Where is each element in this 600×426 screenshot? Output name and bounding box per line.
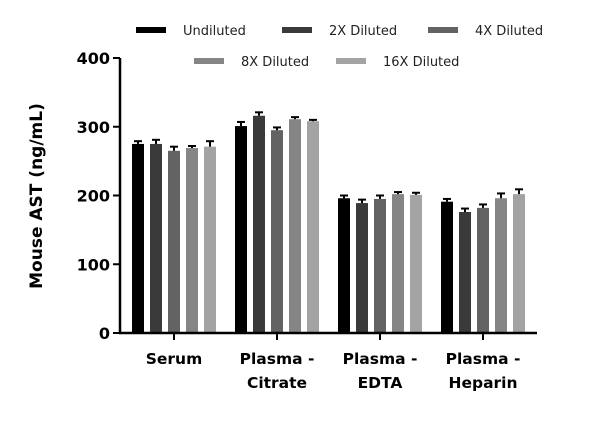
legend-swatch — [428, 27, 458, 33]
bar — [289, 119, 301, 333]
bar — [477, 207, 489, 333]
y-tick-label: 100 — [77, 255, 110, 274]
bar — [271, 130, 283, 333]
legend-label: 8X Diluted — [241, 55, 309, 70]
legend-swatch — [194, 58, 224, 64]
legend-swatch — [282, 27, 312, 33]
x-category-label: Plasma - — [446, 350, 521, 368]
legend-item: 16X Diluted — [336, 55, 459, 70]
legend: Undiluted 2X Diluted 4X Diluted 8X Diluted 1… — [136, 24, 543, 70]
bar — [495, 198, 507, 333]
bar — [253, 115, 265, 333]
bar — [410, 194, 422, 333]
bar — [338, 198, 350, 333]
bar-group — [441, 188, 525, 333]
bar — [459, 212, 471, 333]
legend-label: Undiluted — [183, 24, 246, 39]
x-category-label: Citrate — [247, 374, 307, 392]
y-tick-label: 0 — [99, 324, 110, 343]
legend-item: Undiluted — [136, 24, 246, 39]
legend-swatch — [136, 27, 166, 33]
legend-item: 2X Diluted — [282, 24, 397, 39]
bar — [168, 150, 180, 333]
bar — [374, 198, 386, 333]
bar — [513, 194, 525, 333]
bar — [204, 146, 216, 333]
legend-label: 2X Diluted — [329, 24, 397, 39]
bar — [150, 143, 162, 333]
x-category-label: EDTA — [358, 374, 403, 392]
bar — [441, 201, 453, 333]
bar — [356, 203, 368, 333]
y-axis-label: Mouse AST (ng/mL) — [27, 103, 47, 289]
bar — [132, 143, 144, 333]
legend-label: 16X Diluted — [383, 55, 459, 70]
y-tick-label: 300 — [77, 118, 110, 137]
bars — [132, 111, 525, 333]
legend-item: 8X Diluted — [194, 55, 309, 70]
y-tick-label: 200 — [77, 187, 110, 206]
bar-group — [132, 138, 216, 333]
bar — [307, 121, 319, 333]
bar — [392, 194, 404, 333]
axes: 0 100 200 300 400 Serum Plasma - Citrate Plasma … — [77, 49, 537, 392]
x-category-label: Plasma - — [240, 350, 315, 368]
legend-label: 4X Diluted — [475, 24, 543, 39]
x-category-label: Heparin — [448, 374, 517, 392]
x-category-label: Serum — [146, 350, 203, 368]
bar — [235, 126, 247, 333]
bar — [186, 148, 198, 333]
y-tick-label: 400 — [77, 49, 110, 68]
x-category-label: Plasma - — [343, 350, 418, 368]
legend-swatch — [336, 58, 366, 64]
bar-group — [338, 191, 422, 333]
legend-item: 4X Diluted — [428, 24, 543, 39]
bar-group — [235, 111, 319, 333]
